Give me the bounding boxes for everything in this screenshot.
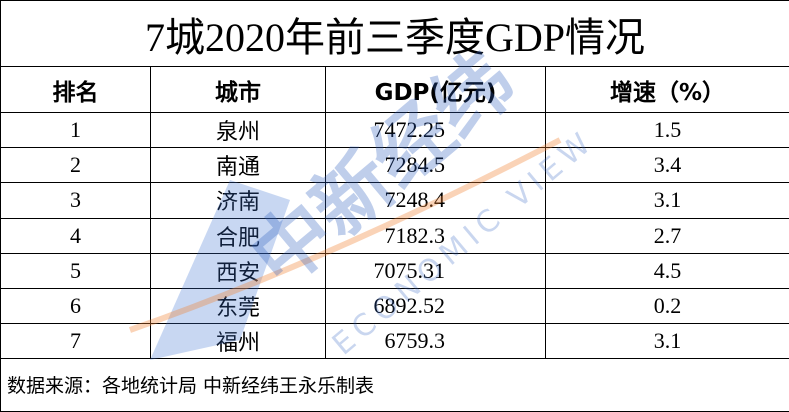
title: 7城2020年前三季度GDP情况 [0,0,789,68]
table-cell: 4.5 [544,252,789,289]
table-row: 3 济南 7248.4 3.1 [0,182,789,219]
table-row: 6 东莞 6892.52 0.2 [0,287,789,324]
table-cell: 3.4 [544,147,789,184]
table-row: 7 福州 6759.3 3.1 [0,322,789,359]
header-cell: 城市 [150,66,326,114]
table-cell: 2 [0,147,151,184]
table-cell: 3.1 [544,322,789,359]
table-row: 1 泉州 7472.25 1.5 [0,112,789,149]
header-cell: GDP(亿元) [325,66,546,114]
table-cell: 7472.25 [325,112,546,149]
header-row: 排名 城市 GDP(亿元) 增速（%） [0,66,789,114]
table-cell: 东莞 [150,287,326,324]
table-row: 4 合肥 7182.3 2.7 [0,217,789,254]
table-cell: 6759.3 [325,322,546,359]
header-cell: 增速（%） [544,66,789,114]
table-cell: 5 [0,252,151,289]
table-cell: 3.1 [544,182,789,219]
table-cell: 0.2 [544,287,789,324]
table-row: 2 南通 7284.5 3.4 [0,147,789,184]
footer-note: 数据来源：各地统计局 中新经纬王永乐制表 [0,357,789,412]
footer-row: 数据来源：各地统计局 中新经纬王永乐制表 [0,357,789,412]
table-cell: 3 [0,182,151,219]
table-cell: 泉州 [150,112,326,149]
table-cell: 6 [0,287,151,324]
table-cell: 7 [0,322,151,359]
table-cell: 6892.52 [325,287,546,324]
table-cell: 1 [0,112,151,149]
table-cell: 7075.31 [325,252,546,289]
table-row: 5 西安 7075.31 4.5 [0,252,789,289]
table-cell: 南通 [150,147,326,184]
table-cell: 西安 [150,252,326,289]
table-cell: 7248.4 [325,182,546,219]
table-cell: 合肥 [150,217,326,254]
table-cell: 2.7 [544,217,789,254]
table-cell: 济南 [150,182,326,219]
title-row: 7城2020年前三季度GDP情况 [0,0,789,68]
table-cell: 7284.5 [325,147,546,184]
table-cell: 4 [0,217,151,254]
table-cell: 7182.3 [325,217,546,254]
table-cell: 福州 [150,322,326,359]
table-cell: 1.5 [544,112,789,149]
header-cell: 排名 [0,66,151,114]
